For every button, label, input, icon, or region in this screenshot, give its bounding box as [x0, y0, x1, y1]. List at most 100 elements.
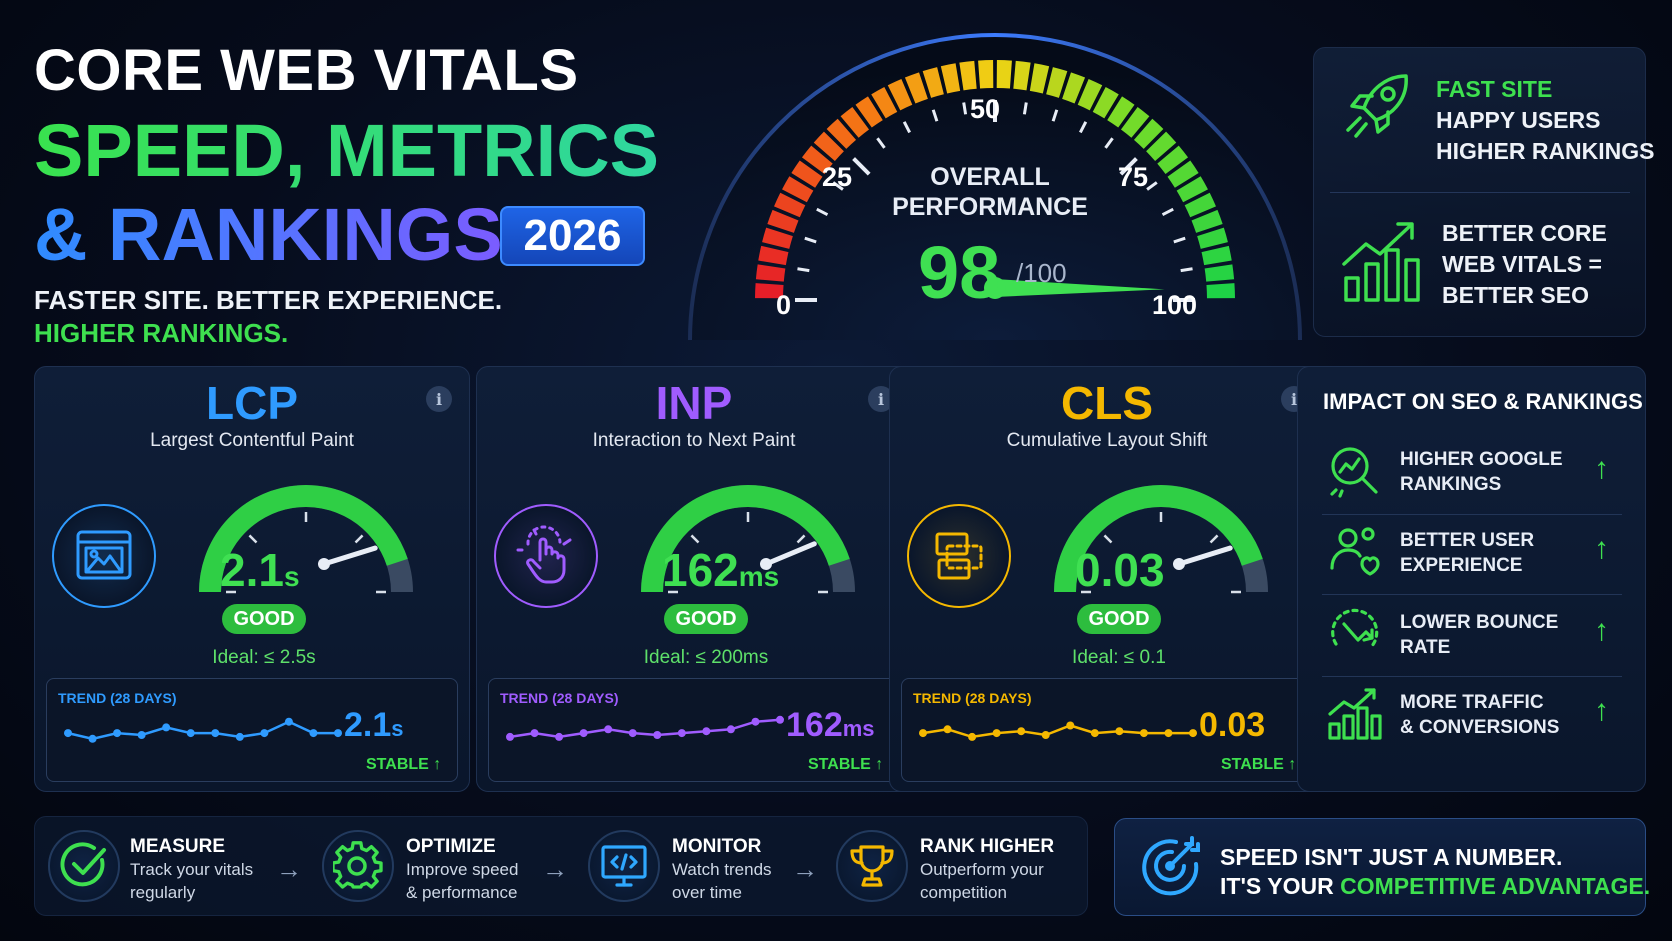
gauge-tick: [962, 102, 968, 115]
gauge-segment: [1197, 227, 1228, 249]
gauge-tick-label-25: 25: [822, 162, 853, 192]
sparkline-point: [186, 729, 195, 738]
metric-lcp-name: Largest Contentful Paint: [150, 430, 354, 451]
monitor-code-icon: [601, 845, 647, 887]
promo-line-better-core: BETTER CORE: [1442, 220, 1607, 246]
sparkline-point: [235, 732, 244, 741]
gauge-needle-hub: [318, 558, 330, 570]
info-icon[interactable]: i: [426, 386, 452, 412]
metric-inp-stable-label: STABLE: [808, 756, 871, 773]
impact-item-experience: BETTER USER EXPERIENCE: [1400, 528, 1534, 578]
gauge-tick: [1022, 102, 1028, 115]
gauge-segment: [1029, 63, 1050, 94]
gauge-tick: [1180, 267, 1193, 273]
metric-inp-gauge: [641, 485, 855, 594]
metric-lcp-trend-unit: s: [391, 716, 404, 741]
step-rank-desc1: Outperform your: [920, 860, 1044, 879]
cta-banner: [1114, 818, 1646, 916]
metric-cls-name: Cumulative Layout Shift: [1006, 430, 1208, 451]
sparkline-point: [579, 729, 588, 738]
impact-divider: [1322, 594, 1622, 595]
impact-traffic-line1: MORE TRAFFIC: [1400, 692, 1544, 713]
gauge-segment: [1206, 283, 1235, 299]
gauge-needle-hub: [984, 277, 1006, 299]
step-measure-desc2: regularly: [130, 883, 196, 902]
gauge-needle: [321, 545, 378, 567]
gauge-segment: [762, 227, 793, 249]
metric-lcp-status-badge: GOOD: [222, 604, 306, 634]
metric-cls-trend-number: 0.03: [1199, 706, 1266, 744]
metric-lcp-trend-label: TREND (28 DAYS): [58, 690, 177, 706]
gauge-needle: [763, 541, 817, 567]
sparkline-point: [309, 729, 318, 738]
gauge-tick: [248, 534, 258, 544]
impact-bounce-line1: LOWER BOUNCE: [1400, 612, 1559, 633]
arrow-up-icon: ↑: [1594, 452, 1609, 485]
sparkline-point: [1139, 729, 1148, 738]
metric-inp-trend-value: 162ms: [786, 706, 875, 745]
tagline-primary: FASTER SITE. BETTER EXPERIENCE.: [34, 285, 503, 315]
promo-block-fast-site: FAST SITE HAPPY USERS HIGHER RANKINGS: [1436, 74, 1655, 167]
gauge-segment: [774, 192, 806, 218]
gauge-tick: [852, 157, 871, 176]
gauge-tick: [1051, 109, 1059, 122]
impact-item-rankings: HIGHER GOOGLE RANKINGS: [1400, 447, 1563, 497]
hero-subtitle-speed: SPEED, METRICS: [34, 109, 659, 192]
sparkline-point: [776, 715, 784, 724]
gauge-tick: [796, 534, 806, 544]
metric-inp-unit: ms: [738, 561, 780, 592]
arrow-up-icon: ↑: [1594, 532, 1609, 565]
sparkline-point: [113, 729, 122, 738]
gauge-segment: [1184, 192, 1216, 218]
sparkline-point: [653, 731, 662, 739]
gauge-needle-hub: [1173, 558, 1185, 570]
gauge-segment: [1167, 160, 1199, 188]
gauge-segment: [1133, 118, 1164, 149]
gauge-segment: [1120, 106, 1150, 138]
impact-rankings-line2: RANKINGS: [1400, 474, 1502, 495]
step-monitor: MONITOR Watch trends over time: [672, 836, 772, 904]
step-measure-icon-wrap: [48, 830, 120, 902]
metric-lcp-value: 2.1s: [220, 543, 300, 597]
gauge-segment: [1201, 245, 1232, 266]
step-measure-desc1: Track your vitals: [130, 860, 254, 879]
trophy-icon: [850, 845, 894, 887]
arrow-up-icon: ↑: [433, 756, 442, 773]
metric-inp-sparkline: [506, 715, 784, 741]
gauge-tick: [1079, 121, 1088, 134]
overall-label-line1: OVERALL: [930, 163, 1050, 191]
gauge-segment: [1176, 176, 1208, 203]
promo-line-web-vitals: WEB VITALS =: [1442, 251, 1602, 277]
gauge-needle: [1176, 545, 1233, 567]
impact-traffic-line2: & CONVERSIONS: [1400, 717, 1560, 738]
sparkline-point: [628, 729, 637, 738]
gauge-tick: [354, 534, 364, 544]
gauge-segment: [855, 96, 883, 128]
impact-panel: [1297, 366, 1646, 792]
sparkline-point: [211, 729, 220, 738]
sparkline-point: [555, 732, 564, 741]
hero-subtitle-rankings: & RANKINGS: [34, 193, 503, 276]
bounce-arrow-icon: [1331, 608, 1379, 648]
gauge-segment: [1062, 72, 1086, 104]
gauge-tick-label-50: 50: [970, 94, 1001, 124]
metric-inp-number: 162: [662, 544, 739, 596]
arrow-right-icon: →: [276, 854, 302, 884]
metric-cls-icon-wrap: [907, 504, 1011, 608]
gauge-tick-label-0: 0: [776, 290, 792, 320]
metric-lcp-number: 2.1: [220, 544, 284, 596]
overall-performance-gauge: [688, 33, 1302, 341]
cta-line2-highlight: COMPETITIVE ADVANTAGE.: [1340, 873, 1651, 899]
sparkline-point: [943, 725, 952, 734]
gauge-segment: [1107, 96, 1135, 128]
metric-inp-icon-wrap: [494, 504, 598, 608]
gauge-tick: [876, 137, 886, 149]
sparkline-point: [1066, 721, 1075, 730]
gauge-segment: [791, 160, 823, 188]
sparkline-point: [1090, 729, 1099, 738]
sparkline-point: [1041, 731, 1050, 739]
gear-icon: [333, 841, 383, 889]
gauge-fill: [1054, 485, 1263, 593]
metric-cls-status-badge: GOOD: [1077, 604, 1161, 634]
sparkline-point: [260, 729, 269, 738]
